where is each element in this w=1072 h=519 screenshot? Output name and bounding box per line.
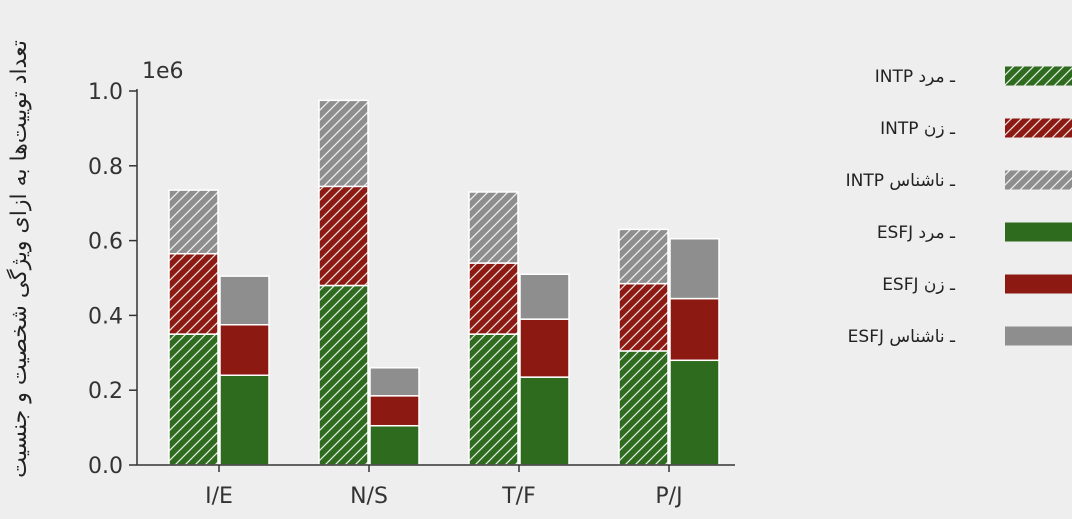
- bar-hatch: [619, 283, 668, 351]
- y-axis-scale-label: 1e6: [142, 59, 184, 84]
- bar-hatch: [469, 191, 518, 264]
- y-tick-label: 0.8: [88, 155, 123, 180]
- bar-hatch: [319, 100, 368, 187]
- legend-item: ESFJ ـ زن: [882, 274, 1072, 295]
- y-axis-label: تعداد توییت‌ها به ازای ویژگی شخصیت و جنس…: [6, 40, 32, 478]
- bar-hatch: [169, 253, 218, 335]
- legend-label: INTP ـ زن: [880, 119, 956, 139]
- legend-swatch: [1005, 326, 1072, 346]
- bar-segment: [369, 424, 420, 466]
- y-tick-label: 0.2: [88, 379, 123, 404]
- legend-label: ESFJ ـ زن: [882, 275, 956, 295]
- bar-segment: [369, 367, 420, 397]
- y-tick-label: 0.4: [88, 304, 123, 329]
- legend-item: INTP ـ ناشناس: [846, 170, 1072, 191]
- x-axis: I/E N/S T/F P/J: [137, 464, 735, 509]
- bar-hatch: [169, 190, 218, 254]
- bar-segment: [219, 275, 270, 326]
- legend-label: ESFJ ـ ناشناس: [848, 327, 956, 347]
- bar-segment: [519, 376, 570, 466]
- bar-hatch: [619, 229, 668, 284]
- legend-label: INTP ـ ناشناس: [846, 171, 956, 191]
- y-tick-label: 0.6: [88, 230, 123, 255]
- bar-hatch: [319, 285, 368, 465]
- legend-item: INTP ـ مرد: [875, 66, 1072, 87]
- x-tick-label: T/F: [501, 484, 536, 509]
- y-axis: 0.0 0.2 0.4 0.6 0.8 1.0: [88, 80, 138, 479]
- bar-segment: [669, 237, 720, 300]
- bar-segment: [219, 324, 270, 376]
- legend-item: ESFJ ـ ناشناس: [848, 326, 1072, 347]
- legend-label: INTP ـ مرد: [875, 67, 956, 87]
- legend-swatch-hatch: [1005, 170, 1072, 190]
- legend-swatch-hatch: [1005, 118, 1072, 138]
- x-tick-label: N/S: [350, 484, 388, 509]
- bar-segment: [669, 297, 720, 362]
- legend-label: ESFJ ـ مرد: [877, 223, 956, 243]
- legend-item: INTP ـ زن: [880, 118, 1072, 139]
- bar-segment: [369, 395, 420, 427]
- x-tick-label: I/E: [205, 484, 233, 509]
- legend: INTP ـ مرد INTP ـ زن INTP ـ ناشناس ESFJ ـ م…: [846, 66, 1072, 347]
- bar-segment: [519, 318, 570, 378]
- legend-item: ESFJ ـ مرد: [877, 222, 1072, 243]
- legend-swatch: [1005, 274, 1072, 294]
- bar-hatch: [319, 186, 368, 286]
- y-tick-label: 0.0: [88, 454, 123, 479]
- x-tick-label: P/J: [655, 484, 682, 509]
- y-tick-label: 1.0: [88, 80, 123, 105]
- bar-segment: [669, 359, 720, 466]
- bar-hatch: [469, 334, 518, 465]
- bars-layer: [168, 99, 720, 466]
- bar-segment: [219, 374, 270, 466]
- bar-segment: [519, 273, 570, 320]
- bar-hatch: [469, 263, 518, 335]
- legend-swatch-hatch: [1005, 66, 1072, 86]
- bar-hatch: [169, 334, 218, 465]
- legend-swatch: [1005, 222, 1072, 242]
- bar-hatch: [619, 350, 668, 465]
